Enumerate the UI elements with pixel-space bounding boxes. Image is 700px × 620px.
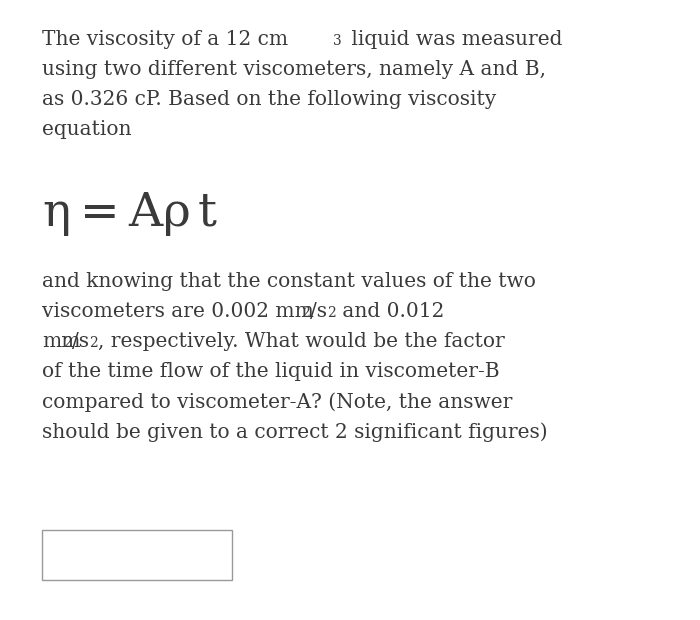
Text: compared to viscometer-A? (Note, the answer: compared to viscometer-A? (Note, the ans… <box>42 392 512 412</box>
Text: mm: mm <box>42 332 80 351</box>
Text: of the time flow of the liquid in viscometer-B: of the time flow of the liquid in viscom… <box>42 362 500 381</box>
Text: and knowing that the constant values of the two: and knowing that the constant values of … <box>42 272 536 291</box>
Text: The viscosity of a 12 cm: The viscosity of a 12 cm <box>42 30 288 49</box>
Text: , respectively. What would be the factor: , respectively. What would be the factor <box>98 332 505 351</box>
Text: using two different viscometers, namely A and B,: using two different viscometers, namely … <box>42 60 546 79</box>
Text: viscometers are 0.002 mm: viscometers are 0.002 mm <box>42 302 314 321</box>
Text: liquid was measured: liquid was measured <box>345 30 563 49</box>
Text: 2: 2 <box>89 336 98 350</box>
Text: should be given to a correct 2 significant figures): should be given to a correct 2 significa… <box>42 422 547 441</box>
Text: equation: equation <box>42 120 132 139</box>
Text: and 0.012: and 0.012 <box>336 302 444 321</box>
Text: 2: 2 <box>63 336 71 350</box>
Text: 2: 2 <box>327 306 336 320</box>
Text: 2: 2 <box>301 306 309 320</box>
Text: $\mathdefault{\eta = A\rho\, t}$: $\mathdefault{\eta = A\rho\, t}$ <box>42 190 218 238</box>
Text: 3: 3 <box>333 34 342 48</box>
Text: as 0.326 cP. Based on the following viscosity: as 0.326 cP. Based on the following visc… <box>42 90 496 109</box>
Text: /s: /s <box>72 332 89 351</box>
Text: /s: /s <box>310 302 327 321</box>
